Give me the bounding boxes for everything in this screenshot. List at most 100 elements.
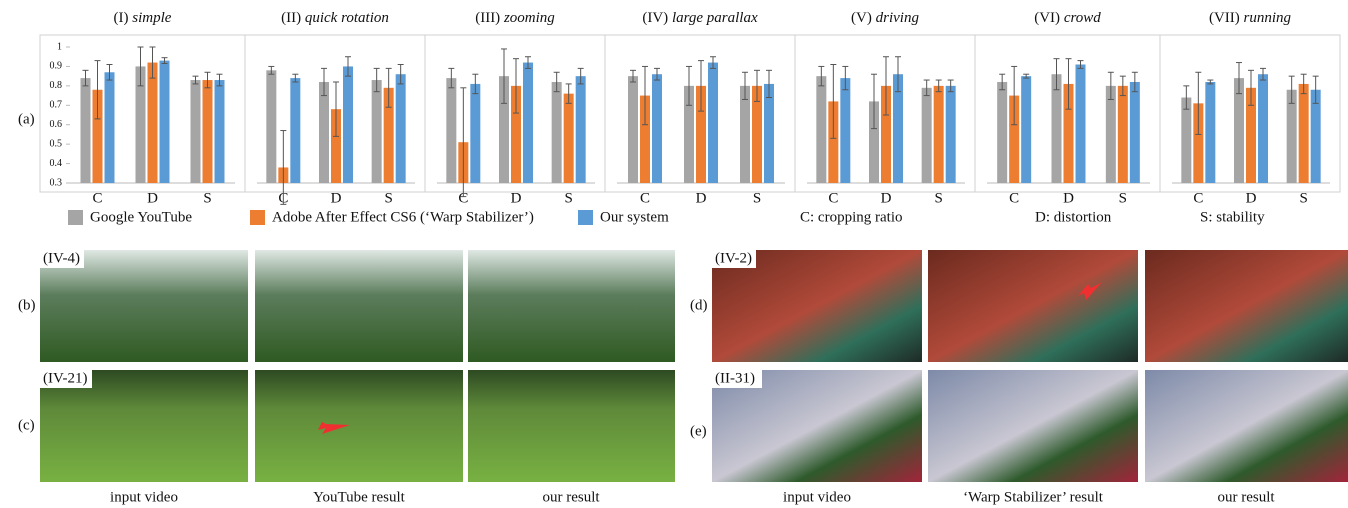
caption: input video (783, 489, 851, 505)
photos (40, 250, 1348, 482)
y-tick-label: 0.6 (50, 119, 63, 130)
bar (1106, 86, 1116, 183)
x-tick-label: D (1063, 190, 1074, 206)
bar (191, 80, 201, 183)
panel-label: (a) (18, 111, 35, 127)
chart-title-text: simple (132, 10, 172, 26)
x-tick-label: S (934, 190, 942, 206)
x-tick-label: D (147, 190, 158, 206)
bar (922, 88, 932, 183)
legend-label: Adobe After Effect CS6 (‘Warp Stabilizer… (272, 209, 534, 225)
x-tick-label: C (92, 190, 102, 206)
bar (215, 80, 225, 183)
bar (1118, 86, 1128, 183)
x-tick-label: C (828, 190, 838, 206)
chart-title-text: running (1244, 10, 1292, 26)
bar (372, 80, 382, 183)
x-tick-label: D (881, 190, 892, 206)
legend-note: S: stability (1200, 209, 1265, 225)
bar (343, 66, 353, 183)
bar (203, 80, 213, 183)
y-tick-label: 0.8 (50, 80, 63, 91)
chart-title-text: crowd (1064, 10, 1101, 26)
bar (523, 63, 533, 183)
bar (934, 86, 944, 183)
chart-label: (VI) (1034, 10, 1060, 26)
bar (564, 94, 574, 183)
figure: (IV-4) (IV-21) (IV-2) (II-31) (a) (b) (c… (0, 0, 1348, 508)
bar (470, 84, 480, 183)
bar (266, 70, 276, 183)
bar (1205, 82, 1215, 183)
chart-title-text: zooming (503, 10, 555, 26)
panel-label: (e) (690, 423, 707, 439)
caption: ‘Warp Stabilizer’ result (963, 489, 1104, 505)
y-tick-label: 1 (57, 41, 62, 52)
y-tick-label: 0.5 (50, 138, 63, 149)
x-tick-label: C (640, 190, 650, 206)
chart-title: (VI) crowd (1034, 10, 1101, 26)
legend-swatch (250, 210, 265, 225)
photo-label: (IV-21) (43, 370, 87, 386)
chart-title: (II) quick rotation (281, 10, 389, 26)
bar (628, 76, 638, 183)
panel-label: (d) (690, 297, 708, 313)
bar (1021, 76, 1031, 183)
bar (1181, 98, 1191, 183)
bar (1052, 74, 1062, 183)
bar (997, 82, 1007, 183)
bar (576, 76, 586, 183)
bar (652, 74, 662, 183)
x-tick-label: S (203, 190, 211, 206)
photo (1145, 370, 1348, 482)
bar (446, 78, 456, 183)
bar (148, 63, 158, 183)
chart-title-text: quick rotation (305, 10, 389, 26)
bar (1299, 84, 1309, 183)
y-tick-label: 0.7 (50, 100, 63, 111)
x-tick-label: S (1299, 190, 1307, 206)
chart-label: (I) (114, 10, 129, 26)
bar (840, 78, 850, 183)
photo (1145, 250, 1348, 362)
photo-label: (IV-4) (43, 250, 80, 266)
chart-title: (III) zooming (475, 10, 555, 26)
caption: our result (542, 489, 600, 505)
photo (255, 250, 463, 362)
y-tick-label: 0.3 (50, 177, 63, 188)
bar (740, 86, 750, 183)
bar (1076, 64, 1086, 183)
chart-title: (IV) large parallax (642, 10, 758, 26)
legend-label: Google YouTube (90, 209, 192, 225)
photo (468, 250, 675, 362)
x-tick-label: D (1246, 190, 1257, 206)
chart-title: (V) driving (851, 10, 919, 26)
photo-label: (IV-2) (715, 250, 752, 266)
bar (764, 84, 774, 183)
chart-title-text: large parallax (672, 10, 758, 26)
caption: YouTube result (313, 489, 406, 505)
bar (290, 78, 300, 183)
y-tick-label: 0.9 (50, 61, 63, 72)
x-tick-label: S (1119, 190, 1127, 206)
bar (396, 74, 406, 183)
chart-label: (IV) (642, 10, 668, 26)
legend-note: C: cropping ratio (800, 209, 902, 225)
panel-label: (b) (18, 297, 36, 313)
x-tick-label: S (384, 190, 392, 206)
photo (468, 370, 675, 482)
caption: our result (1217, 489, 1275, 505)
x-tick-label: S (564, 190, 572, 206)
legend-swatch (68, 210, 83, 225)
chart-title: (VII) running (1209, 10, 1292, 26)
panel-label: (c) (18, 417, 35, 433)
bar (105, 72, 115, 183)
bar (946, 86, 956, 183)
chart-title-text: driving (876, 10, 920, 26)
x-tick-label: C (1193, 190, 1203, 206)
x-tick-label: D (696, 190, 707, 206)
x-tick-label: S (753, 190, 761, 206)
chart-label: (VII) (1209, 10, 1240, 26)
caption: input video (110, 489, 178, 505)
bar (1258, 74, 1268, 183)
